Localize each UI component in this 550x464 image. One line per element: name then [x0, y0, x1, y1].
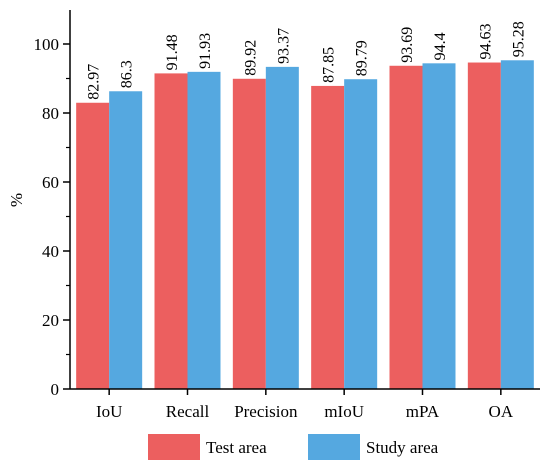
- data-label: 89.92: [242, 40, 259, 76]
- data-label: 91.93: [197, 33, 214, 69]
- data-label: 95.28: [510, 21, 527, 57]
- data-label: 94.4: [432, 32, 449, 60]
- bar-iou-test-area: [76, 102, 110, 389]
- y-tick-label: 100: [34, 35, 60, 54]
- y-axis-label: %: [7, 193, 26, 207]
- bar-precision-test-area: [232, 78, 266, 389]
- y-tick-label: 80: [42, 104, 59, 123]
- axes-layer: 0 20 40 60 80 100 IoU Recall Precision mIoU mPA OA%: [7, 10, 540, 421]
- legend-swatch: [148, 434, 200, 460]
- x-tick-label: IoU: [96, 402, 122, 421]
- y-tick-label: 40: [42, 242, 59, 261]
- data-label: 87.85: [321, 47, 338, 83]
- legend-label: Study area: [366, 438, 439, 457]
- bar-precision-study-area: [265, 66, 299, 389]
- bar-recall-test-area: [154, 73, 188, 390]
- legend: Test area Study area: [148, 434, 439, 460]
- x-tick-label: Precision: [234, 402, 298, 421]
- bar-iou-study-area: [109, 91, 143, 389]
- bar-oa-test-area: [467, 62, 501, 390]
- y-tick-label: 0: [51, 380, 60, 399]
- y-tick-label: 60: [42, 173, 59, 192]
- data-labels-layer: 82.97 86.3 91.48 91.93 89.92 93.37 87.85 89.79 9…: [86, 21, 528, 99]
- legend-label: Test area: [206, 438, 267, 457]
- data-label: 91.48: [164, 34, 181, 70]
- bar-mpa-test-area: [389, 65, 423, 389]
- data-label: 89.79: [354, 40, 371, 76]
- data-label: 93.37: [275, 28, 292, 64]
- bar-recall-study-area: [187, 71, 221, 390]
- legend-swatch: [308, 434, 360, 460]
- y-tick-label: 20: [42, 311, 59, 330]
- bar-miou-study-area: [344, 79, 378, 390]
- x-tick-label: mPA: [406, 402, 440, 421]
- bars-layer: [76, 60, 534, 390]
- x-tick-label: Recall: [166, 402, 210, 421]
- x-tick-label: OA: [489, 402, 514, 421]
- bar-mpa-study-area: [422, 63, 456, 389]
- data-label: 86.3: [119, 60, 136, 88]
- data-label: 93.69: [399, 27, 416, 63]
- x-tick-label: mIoU: [324, 402, 364, 421]
- bar-oa-study-area: [500, 60, 534, 390]
- bar-miou-test-area: [311, 85, 345, 389]
- data-label: 94.63: [477, 24, 494, 60]
- data-label: 82.97: [86, 64, 103, 100]
